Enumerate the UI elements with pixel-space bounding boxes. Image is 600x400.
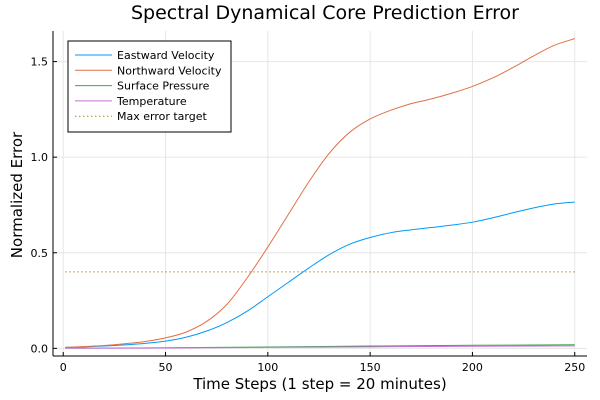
y-tick-label: 1.0 bbox=[31, 151, 49, 164]
y-tick-label: 0.5 bbox=[31, 247, 49, 260]
x-axis-label: Time Steps (1 step = 20 minutes) bbox=[192, 375, 446, 393]
chart-title: Spectral Dynamical Core Prediction Error bbox=[131, 2, 519, 24]
y-tick-label: 0.0 bbox=[31, 342, 49, 355]
legend-label-temperature: Temperature bbox=[116, 95, 187, 108]
x-ticks: 0 50 100 150 200 250 bbox=[60, 352, 585, 374]
axes bbox=[52, 31, 587, 357]
legend-label-max-error-target: Max error target bbox=[117, 110, 207, 123]
legend-label-surface-pressure: Surface Pressure bbox=[117, 80, 210, 93]
series-line-temperature bbox=[65, 345, 575, 349]
legend-label-eastward-velocity: Eastward Velocity bbox=[117, 49, 215, 62]
legend-entries: Eastward Velocity Northward Velocity Surfa… bbox=[75, 49, 222, 123]
legend-label-northward-velocity: Northward Velocity bbox=[117, 64, 222, 77]
series-line-northward-velocity bbox=[65, 38, 575, 348]
legend-box bbox=[67, 40, 232, 133]
series-line-eastward-velocity bbox=[65, 201, 575, 348]
series-layer bbox=[65, 38, 575, 349]
x-tick-label: 250 bbox=[564, 361, 585, 374]
legend: Eastward Velocity Northward Velocity Surfa… bbox=[67, 40, 232, 133]
x-tick-label: 50 bbox=[159, 361, 173, 374]
x-tick-label: 150 bbox=[360, 361, 381, 374]
x-tick-label: 0 bbox=[60, 361, 67, 374]
x-tick-label: 100 bbox=[257, 361, 278, 374]
x-tick-label: 200 bbox=[462, 361, 483, 374]
y-axis-label: Normalized Error bbox=[8, 131, 26, 258]
y-tick-label: 1.5 bbox=[31, 56, 49, 69]
grid bbox=[53, 31, 587, 356]
y-ticks: 0.0 0.5 1.0 1.5 bbox=[31, 56, 57, 355]
